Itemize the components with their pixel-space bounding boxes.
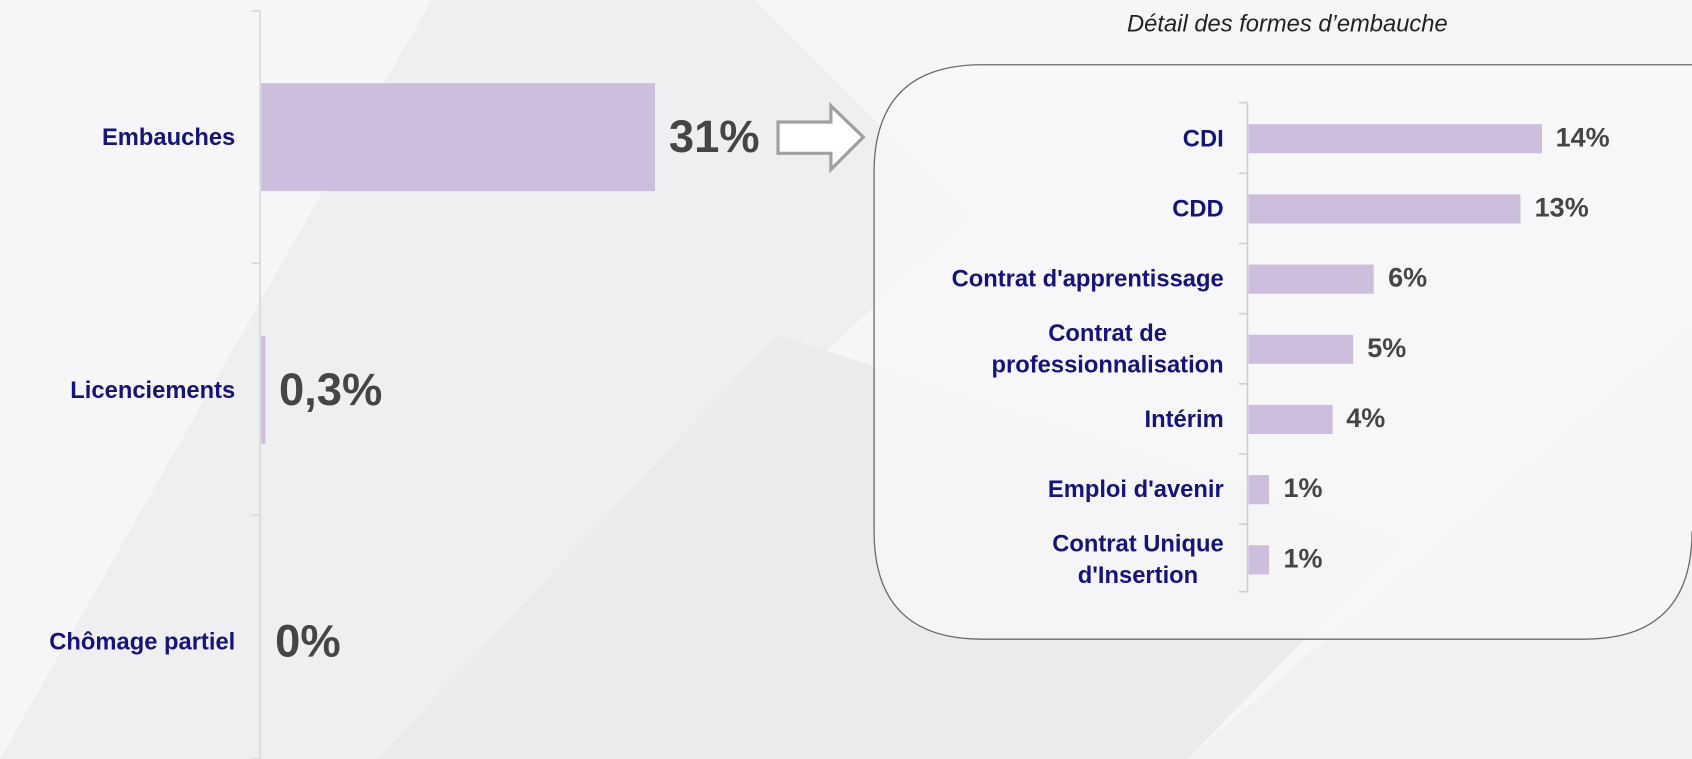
- category-label: Contrat d'apprentissage: [951, 265, 1224, 293]
- value-label: 1%: [1283, 543, 1323, 574]
- value-label: 0%: [275, 615, 341, 667]
- bar: [1248, 193, 1521, 223]
- arrow: [776, 101, 866, 174]
- bar: [1248, 263, 1375, 294]
- value-label: 1%: [1283, 473, 1323, 504]
- category-label: Intérim: [1144, 405, 1224, 433]
- category-label: Emploi d'avenir: [1047, 475, 1224, 503]
- bar: [1248, 544, 1270, 574]
- bar: [1248, 334, 1354, 364]
- bar: [1248, 474, 1270, 504]
- bar: [261, 335, 265, 444]
- value-label: 14%: [1555, 122, 1610, 153]
- category-label: Licenciements: [70, 375, 236, 403]
- value-label: 6%: [1388, 262, 1428, 294]
- bar: [1248, 404, 1333, 434]
- category-label: Chômage partiel: [49, 627, 236, 655]
- chart-title: Détail des formes d’embauche: [1127, 9, 1448, 37]
- category-label: Contrat de professionnalisation: [991, 319, 1224, 378]
- value-label: 31%: [668, 111, 760, 162]
- bar: [261, 83, 655, 192]
- value-label: 0,3%: [278, 363, 383, 415]
- bar: [1248, 123, 1542, 153]
- value-label: 13%: [1534, 192, 1589, 223]
- category-label: Embauches: [101, 123, 236, 151]
- category-label: CDI: [1182, 124, 1224, 152]
- bg-shape: [0, 0, 971, 759]
- value-label: 4%: [1346, 403, 1386, 434]
- category-label: Contrat Unique d'Insertion: [1052, 530, 1224, 589]
- category-label: CDD: [1172, 194, 1224, 222]
- value-label: 5%: [1367, 333, 1407, 364]
